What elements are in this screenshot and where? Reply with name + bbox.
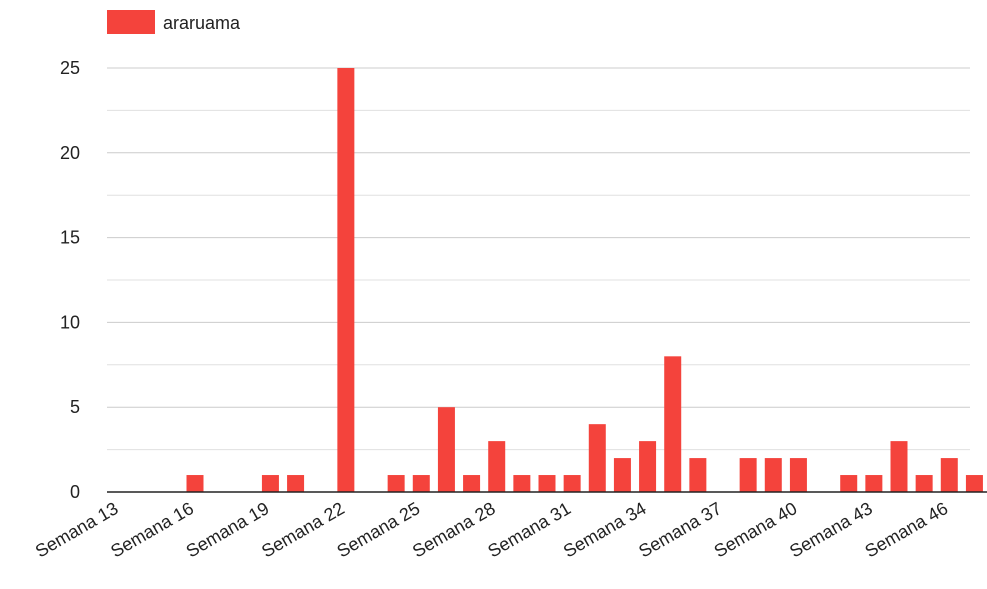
x-tick-label: Semana 16 [107,498,197,561]
y-tick-label: 25 [60,58,80,78]
bar [739,458,757,492]
bar [965,475,983,492]
bar [186,475,204,492]
x-tick-label: Semana 40 [711,498,801,561]
bar [915,475,933,492]
x-tick-label: Semana 28 [409,498,499,561]
y-tick-label: 15 [60,228,80,248]
bar [463,475,481,492]
bar [387,475,405,492]
x-tick-label: Semana 31 [484,498,574,561]
x-tick-label: Semana 46 [862,498,952,561]
bar [865,475,883,492]
bar [890,441,908,492]
x-tick-label: Semana 25 [334,498,424,561]
bar [513,475,531,492]
y-tick-label: 5 [70,397,80,417]
bar [940,458,958,492]
x-tick-label: Semana 34 [560,498,650,561]
bar [613,458,631,492]
bar [261,475,279,492]
bar [337,68,355,492]
x-tick-label: Semana 22 [258,498,348,561]
x-tick-label: Semana 13 [32,498,122,561]
bar [412,475,430,492]
x-tick-label: Semana 37 [635,498,725,561]
y-tick-label: 10 [60,312,80,332]
bar [840,475,858,492]
bar [689,458,707,492]
x-tick-label: Semana 43 [786,498,876,561]
bar [437,407,455,492]
legend-label: araruama [163,13,241,33]
bar [538,475,556,492]
bar [764,458,782,492]
bar [639,441,657,492]
y-tick-label: 0 [70,482,80,502]
bar [789,458,807,492]
legend-swatch [107,10,155,34]
y-tick-label: 20 [60,143,80,163]
bar [588,424,606,492]
bar [563,475,581,492]
bar [287,475,305,492]
bar [488,441,506,492]
x-tick-label: Semana 19 [183,498,273,561]
bar [664,356,682,492]
